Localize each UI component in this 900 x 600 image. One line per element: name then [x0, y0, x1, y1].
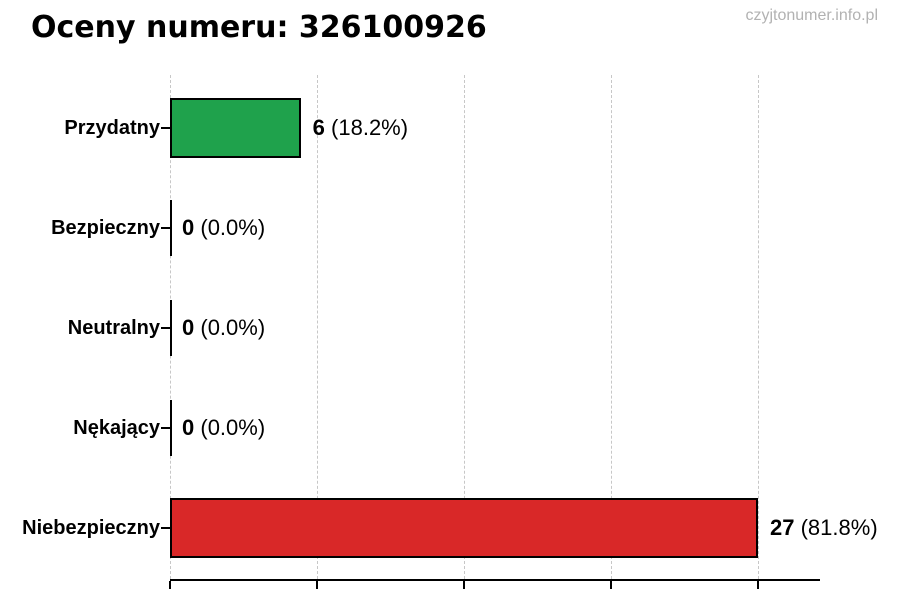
value-percent: (0.0%)	[200, 214, 266, 240]
value-label-przydatny: 6 (18.2%)	[313, 115, 408, 141]
bar-bezpieczny	[170, 200, 172, 256]
value-label-bezpieczny: 0 (0.0%)	[182, 215, 265, 241]
value-count: 0	[182, 214, 195, 240]
gridline	[758, 75, 759, 579]
x-axis-tick	[757, 581, 759, 589]
value-count: 0	[182, 314, 195, 340]
bar-przydatny	[170, 98, 301, 158]
bar-nekajacy	[170, 400, 172, 456]
x-axis-tick	[463, 581, 465, 589]
gridline	[611, 75, 612, 579]
bar-niebezpieczny	[170, 498, 758, 558]
y-tick	[161, 227, 170, 229]
category-label-nekajacy: Nękający	[73, 417, 160, 439]
y-tick	[161, 327, 170, 329]
gridline	[317, 75, 318, 579]
gridline	[464, 75, 465, 579]
category-label-niebezpieczny: Niebezpieczny	[22, 517, 160, 539]
plot-area: Przydatny 6 (18.2%) Bezpieczny 0 (0.0%) …	[22, 75, 878, 589]
category-label-przydatny: Przydatny	[64, 117, 160, 139]
category-label-neutralny: Neutralny	[67, 317, 160, 339]
watermark: czyjtonumer.info.pl	[745, 7, 878, 24]
value-count: 6	[312, 114, 325, 140]
y-tick	[161, 527, 170, 529]
y-tick	[161, 427, 170, 429]
x-axis-tick	[610, 581, 612, 589]
y-tick	[161, 127, 170, 129]
x-axis-tick	[169, 581, 171, 589]
x-axis-tick	[316, 581, 318, 589]
value-label-neutralny: 0 (0.0%)	[182, 315, 265, 341]
value-percent: (0.0%)	[200, 314, 266, 340]
value-percent: (0.0%)	[200, 414, 266, 440]
chart-title: Oceny numeru: 326100926	[31, 10, 487, 45]
value-count: 0	[182, 414, 195, 440]
value-label-nekajacy: 0 (0.0%)	[182, 415, 265, 441]
value-percent: (81.8%)	[800, 514, 878, 540]
value-percent: (18.2%)	[331, 114, 409, 140]
bar-neutralny	[170, 300, 172, 356]
category-label-bezpieczny: Bezpieczny	[51, 217, 160, 239]
value-count: 27	[770, 514, 795, 540]
value-label-niebezpieczny: 27 (81.8%)	[770, 515, 878, 541]
